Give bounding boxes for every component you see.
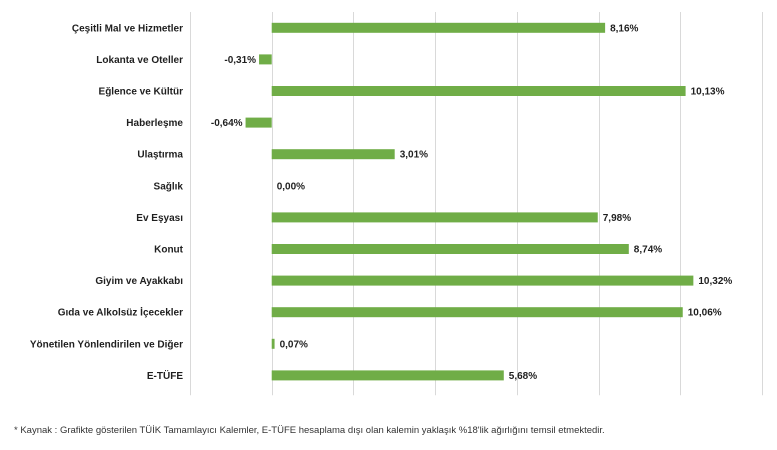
bar (271, 86, 686, 96)
bar (271, 307, 683, 318)
category-label: Ev Eşyası (136, 213, 183, 224)
value-label: 10,32% (698, 276, 732, 287)
footnote: * Kaynak : Grafikte gösterilen TÜİK Tama… (14, 425, 605, 436)
bar (271, 149, 395, 160)
value-label: 8,16% (610, 23, 638, 34)
bar (271, 212, 598, 223)
category-label: Gıda ve Alkolsüz İçecekler (58, 306, 183, 319)
value-label: 10,06% (688, 308, 722, 319)
category-label: Lokanta ve Oteller (96, 55, 183, 66)
category-label: Eğlence ve Kültür (99, 87, 184, 98)
value-labels: 8,16% -0,31% 10,13% -0,64% 3,01% 0,00% 7,98% 8,… (211, 23, 733, 382)
category-label: Çeşitli Mal ve Hizmetler (72, 23, 183, 34)
bar (271, 275, 694, 286)
bar (271, 22, 606, 33)
bars (245, 22, 694, 381)
category-label: Giyim ve Ayakkabı (95, 276, 183, 287)
bar-chart: Çeşitli Mal ve Hizmetler Lokanta ve Otell… (30, 12, 763, 396)
value-label: 0,07% (280, 339, 308, 350)
category-label: Yönetilen Yönlendirilen ve Diğer (30, 339, 183, 350)
value-label: -0,31% (224, 55, 256, 66)
value-label: 8,74% (634, 245, 662, 256)
value-label: 3,01% (400, 150, 428, 161)
category-label: Konut (154, 245, 184, 256)
value-label: -0,64% (211, 118, 243, 129)
bar (271, 244, 629, 254)
category-label: Haberleşme (126, 118, 183, 129)
value-label: 10,13% (691, 87, 725, 98)
value-label: 5,68% (509, 371, 537, 382)
value-label: 0,00% (277, 181, 305, 192)
bar (271, 370, 504, 381)
category-label: E-TÜFE (147, 369, 183, 382)
category-labels: Çeşitli Mal ve Hizmetler Lokanta ve Otell… (30, 23, 184, 382)
category-label: Ulaştırma (137, 150, 183, 161)
grid-lines (190, 12, 763, 396)
category-label: Sağlık (154, 181, 184, 192)
value-label: 7,98% (603, 213, 631, 224)
bar (245, 117, 272, 128)
bar (259, 54, 272, 65)
bar (271, 338, 275, 349)
